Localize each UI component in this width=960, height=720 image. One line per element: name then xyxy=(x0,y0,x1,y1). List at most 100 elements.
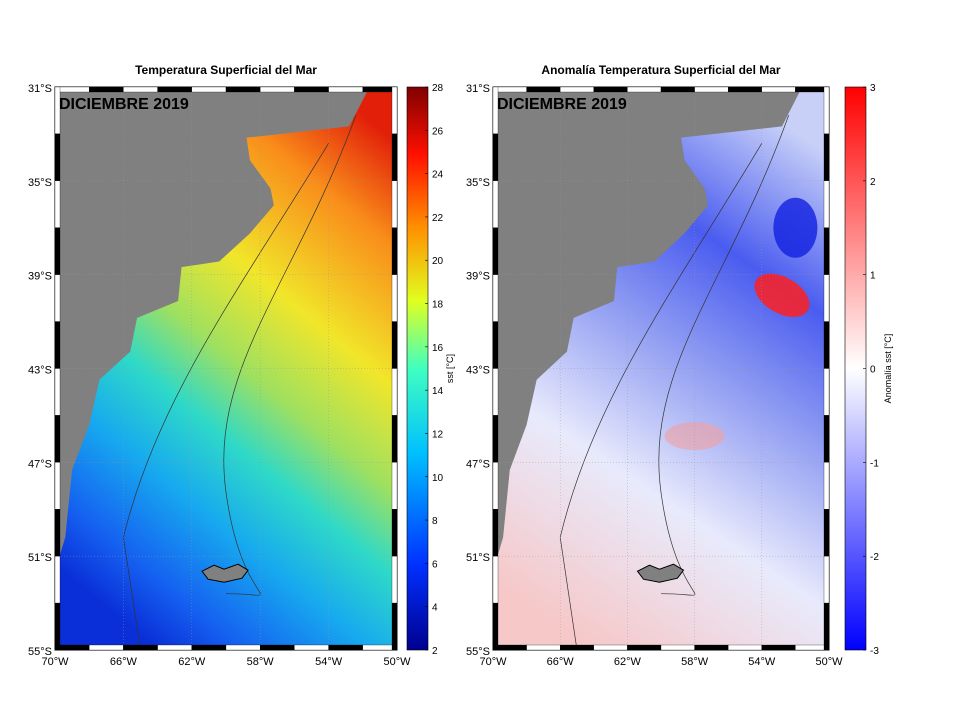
frame-segment xyxy=(823,133,830,181)
longitude-label: 62°W xyxy=(614,656,642,668)
colorbar-tick-label: 10 xyxy=(432,473,444,484)
frame-segment xyxy=(54,227,61,275)
frame-segment xyxy=(660,644,695,651)
latitude-label: 35°S xyxy=(28,177,52,189)
frame-segment xyxy=(627,644,662,651)
frame-segment xyxy=(593,644,628,651)
frame-segment xyxy=(492,602,499,651)
latitude-label: 47°S xyxy=(28,458,52,470)
frame-segment xyxy=(660,86,695,93)
frame-segment xyxy=(526,86,561,93)
map-panel-2: Anomalía Temperatura Superficial del Mar… xyxy=(466,63,893,668)
frame-segment xyxy=(328,644,363,651)
frame-segment xyxy=(391,227,398,275)
frame-segment xyxy=(123,644,158,651)
frame-segment xyxy=(492,462,499,510)
frame-segment xyxy=(593,86,628,93)
colorbar-label: sst [°C] xyxy=(445,354,455,383)
frame-segment xyxy=(54,274,61,322)
frame-segment xyxy=(294,644,329,651)
frame-segment xyxy=(823,86,830,135)
frame-segment xyxy=(761,644,796,651)
month-label: DICIEMBRE 2019 xyxy=(59,96,189,113)
isobath-line xyxy=(123,143,329,651)
month-label: DICIEMBRE 2019 xyxy=(497,96,627,113)
frame-segment xyxy=(823,415,830,463)
latitude-label: 31°S xyxy=(466,83,490,95)
colorbar xyxy=(406,86,429,651)
frame-segment xyxy=(492,556,499,604)
frame-segment xyxy=(823,321,830,369)
frame-segment xyxy=(191,644,227,651)
frame-segment xyxy=(492,133,499,181)
latitude-label: 35°S xyxy=(466,177,490,189)
frame-segment xyxy=(54,415,61,463)
frame-segment xyxy=(54,368,61,416)
colorbar-tick-label: 6 xyxy=(432,559,438,570)
cold-anomaly xyxy=(773,197,818,258)
frame-segment xyxy=(157,86,192,93)
latitude-label: 47°S xyxy=(466,458,490,470)
frame-segment xyxy=(560,86,594,93)
frame-segment xyxy=(54,321,61,369)
longitude-label: 58°W xyxy=(247,656,275,668)
frame-segment xyxy=(391,321,398,369)
frame-segment xyxy=(157,644,192,651)
frame-segment xyxy=(391,86,398,135)
frame-segment xyxy=(260,86,295,93)
frame-segment xyxy=(54,556,61,604)
panel-title: Temperatura Superficial del Mar xyxy=(135,63,317,77)
frame-segment xyxy=(761,86,796,93)
longitude-label: 54°W xyxy=(748,656,776,668)
frame-segment xyxy=(823,274,830,322)
frame-segment xyxy=(391,462,398,510)
falkland-islands xyxy=(201,563,249,583)
frame-segment xyxy=(191,86,227,93)
colorbar-tick-label: -3 xyxy=(870,646,879,657)
frame-segment xyxy=(492,180,499,228)
frame-segment xyxy=(391,556,398,604)
frame-segment xyxy=(391,415,398,463)
isobath-line xyxy=(223,115,357,596)
colorbar-label: Anomalía sst [°C] xyxy=(883,334,893,404)
frame-segment xyxy=(728,86,762,93)
frame-segment xyxy=(54,602,61,651)
colorbar-tick-label: -2 xyxy=(870,552,879,563)
frame-segment xyxy=(225,86,261,93)
frame-segment xyxy=(627,86,662,93)
frame-segment xyxy=(123,86,158,93)
colorbar-tick-label: 2 xyxy=(432,646,438,657)
frame-segment xyxy=(260,644,295,651)
colorbar xyxy=(844,86,867,651)
latitude-label: 39°S xyxy=(466,271,490,283)
longitude-label: 70°W xyxy=(41,656,69,668)
warm-anomaly xyxy=(754,273,810,317)
colorbar-tick-label: 3 xyxy=(870,83,876,94)
latitude-label: 43°S xyxy=(28,365,52,377)
colorbar-tick-label: 4 xyxy=(432,603,438,614)
frame-segment xyxy=(54,509,61,557)
latitude-label: 55°S xyxy=(466,646,490,658)
frame-segment xyxy=(526,644,561,651)
isobath-line xyxy=(658,115,790,596)
frame-segment xyxy=(823,368,830,416)
colorbar-tick-label: 22 xyxy=(432,213,444,224)
colorbar-tick-label: -1 xyxy=(870,458,879,469)
latitude-label: 51°S xyxy=(466,552,490,564)
isobath-line xyxy=(559,143,763,651)
latitude-label: 39°S xyxy=(28,271,52,283)
frame-segment xyxy=(391,602,398,651)
longitude-label: 50°W xyxy=(383,656,411,668)
frame-segment xyxy=(492,415,499,463)
frame-segment xyxy=(391,180,398,228)
falkland-islands xyxy=(636,563,685,583)
frame-segment xyxy=(54,133,61,181)
colorbar-tick-label: 20 xyxy=(432,256,444,267)
frame-segment xyxy=(328,86,363,93)
frame-segment xyxy=(492,227,499,275)
colorbar-tick-label: 16 xyxy=(432,343,444,354)
colorbar-tick-label: 18 xyxy=(432,300,444,311)
longitude-label: 58°W xyxy=(681,656,709,668)
